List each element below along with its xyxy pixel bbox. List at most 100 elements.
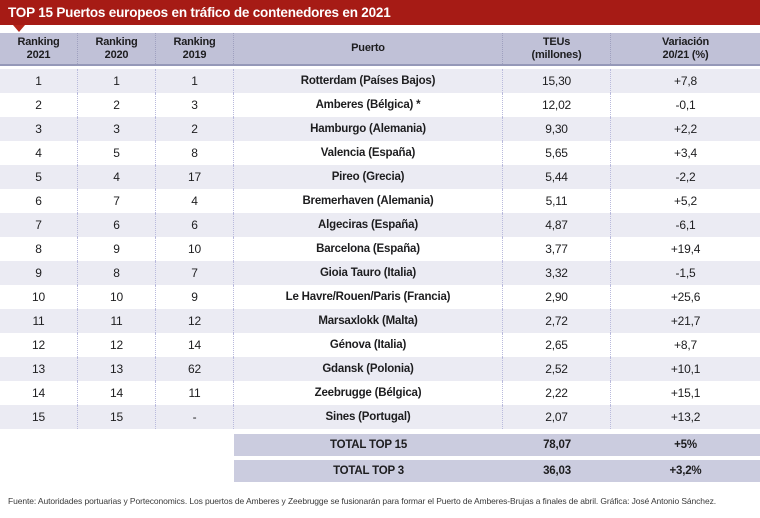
table-row: 9 8 7 Gioia Tauro (Italia) 3,32 -1,5 <box>0 261 760 285</box>
port-cell: Le Havre/Rouen/Paris (Francia) <box>234 285 503 309</box>
rank-2019-cell: 4 <box>156 189 234 213</box>
rank-2019-cell: - <box>156 405 234 429</box>
column-header-ranking-2021: Ranking 2021 <box>0 33 78 64</box>
variation-cell: +8,7 <box>674 338 697 352</box>
rank-2019-cell: 3 <box>156 93 234 117</box>
rank-2019-cell: 7 <box>156 261 234 285</box>
variation-cell: -6,1 <box>675 218 696 232</box>
column-header-teus: TEUs (millones) <box>503 33 611 64</box>
rank-2020-cell: 8 <box>78 261 156 285</box>
port-cell: Barcelona (España) <box>234 237 503 261</box>
variation-cell: -0,1 <box>675 98 696 112</box>
column-header-variacion: Variación 20/21 (%) <box>661 35 710 61</box>
rank-2019-cell: 17 <box>156 165 234 189</box>
teus-cell: 2,72 <box>503 309 611 333</box>
title-bar: TOP 15 Puertos europeos en tráfico de co… <box>0 0 760 25</box>
teus-cell: 4,87 <box>503 213 611 237</box>
port-cell: Zeebrugge (Bélgica) <box>234 381 503 405</box>
column-header-ranking-2020: Ranking 2020 <box>78 33 156 64</box>
total-variation: +5% <box>674 439 697 451</box>
rank-2020-cell: 1 <box>78 69 156 93</box>
variation-cell: +5,2 <box>674 194 697 208</box>
variation-cell: +15,1 <box>670 386 701 400</box>
teus-cell: 2,07 <box>503 405 611 429</box>
rank-2020-cell: 7 <box>78 189 156 213</box>
port-cell: Pireo (Grecia) <box>234 165 503 189</box>
port-cell: Sines (Portugal) <box>234 405 503 429</box>
rank-2020-cell: 2 <box>78 93 156 117</box>
port-cell: Algeciras (España) <box>234 213 503 237</box>
rank-2020-cell: 15 <box>78 405 156 429</box>
rank-2019-cell: 62 <box>156 357 234 381</box>
port-cell: Gdansk (Polonia) <box>234 357 503 381</box>
rank-2021-cell: 11 <box>0 309 78 333</box>
teus-cell: 2,90 <box>503 285 611 309</box>
column-header-ranking-2019: Ranking 2019 <box>156 33 234 64</box>
teus-cell: 9,30 <box>503 117 611 141</box>
rank-2019-cell: 14 <box>156 333 234 357</box>
rank-2020-cell: 11 <box>78 309 156 333</box>
rank-2021-cell: 12 <box>0 333 78 357</box>
page-title: TOP 15 Puertos europeos en tráfico de co… <box>8 5 391 20</box>
table-row: 3 3 2 Hamburgo (Alemania) 9,30 +2,2 <box>0 117 760 141</box>
rank-2021-cell: 8 <box>0 237 78 261</box>
rank-2021-cell: 13 <box>0 357 78 381</box>
port-cell: Amberes (Bélgica) * <box>234 93 503 117</box>
total-label: TOTAL TOP 3 <box>333 465 404 477</box>
variation-cell: +2,2 <box>674 122 697 136</box>
table-totals: TOTAL TOP 15 78,07 +5% TOTAL TOP 3 36,03… <box>0 434 760 482</box>
rank-2021-cell: 9 <box>0 261 78 285</box>
rank-2021-cell: 5 <box>0 165 78 189</box>
rank-2020-cell: 14 <box>78 381 156 405</box>
table-row: 12 12 14 Génova (Italia) 2,65 +8,7 <box>0 333 760 357</box>
callout-arrow-icon <box>13 25 25 32</box>
port-cell: Hamburgo (Alemania) <box>234 117 503 141</box>
rank-2021-cell: 2 <box>0 93 78 117</box>
variation-cell: -1,5 <box>675 266 696 280</box>
rank-2021-cell: 1 <box>0 69 78 93</box>
rank-2019-cell: 11 <box>156 381 234 405</box>
rank-2021-cell: 6 <box>0 189 78 213</box>
teus-cell: 2,52 <box>503 357 611 381</box>
teus-cell: 5,11 <box>503 189 611 213</box>
port-cell: Génova (Italia) <box>234 333 503 357</box>
column-header-puerto: Puerto <box>234 33 503 64</box>
teus-cell: 5,65 <box>503 141 611 165</box>
table-row: 6 7 4 Bremerhaven (Alemania) 5,11 +5,2 <box>0 189 760 213</box>
variation-cell: +7,8 <box>674 74 697 88</box>
teus-cell: 5,44 <box>503 165 611 189</box>
variation-cell: +21,7 <box>670 314 701 328</box>
port-cell: Gioia Tauro (Italia) <box>234 261 503 285</box>
teus-cell: 2,22 <box>503 381 611 405</box>
table-row: 13 13 62 Gdansk (Polonia) 2,52 +10,1 <box>0 357 760 381</box>
source-note: Fuente: Autoridades portuarias y Porteco… <box>8 496 716 506</box>
rank-2020-cell: 4 <box>78 165 156 189</box>
total-teus: 78,07 <box>543 439 571 451</box>
rank-2019-cell: 1 <box>156 69 234 93</box>
total-variation: +3,2% <box>669 465 702 477</box>
rank-2019-cell: 6 <box>156 213 234 237</box>
rank-2021-cell: 15 <box>0 405 78 429</box>
ports-table: Ranking 2021 Ranking 2020 Ranking 2019 P… <box>0 33 760 482</box>
rank-2021-cell: 4 <box>0 141 78 165</box>
rank-2019-cell: 2 <box>156 117 234 141</box>
rank-2020-cell: 3 <box>78 117 156 141</box>
port-cell: Rotterdam (Países Bajos) <box>234 69 503 93</box>
table-row: 14 14 11 Zeebrugge (Bélgica) 2,22 +15,1 <box>0 381 760 405</box>
variation-cell: +19,4 <box>670 242 701 256</box>
rank-2021-cell: 7 <box>0 213 78 237</box>
port-cell: Marsaxlokk (Malta) <box>234 309 503 333</box>
table-header-row: Ranking 2021 Ranking 2020 Ranking 2019 P… <box>0 33 760 66</box>
variation-cell: +3,4 <box>674 146 697 160</box>
rank-2019-cell: 8 <box>156 141 234 165</box>
variation-cell: +25,6 <box>670 290 701 304</box>
rank-2020-cell: 9 <box>78 237 156 261</box>
rank-2019-cell: 12 <box>156 309 234 333</box>
table-row: 8 9 10 Barcelona (España) 3,77 +19,4 <box>0 237 760 261</box>
rank-2019-cell: 9 <box>156 285 234 309</box>
variation-cell: -2,2 <box>675 170 696 184</box>
table-body: 1 1 1 Rotterdam (Países Bajos) 15,30 +7,… <box>0 69 760 429</box>
teus-cell: 15,30 <box>503 69 611 93</box>
total-teus: 36,03 <box>543 465 571 477</box>
rank-2019-cell: 10 <box>156 237 234 261</box>
